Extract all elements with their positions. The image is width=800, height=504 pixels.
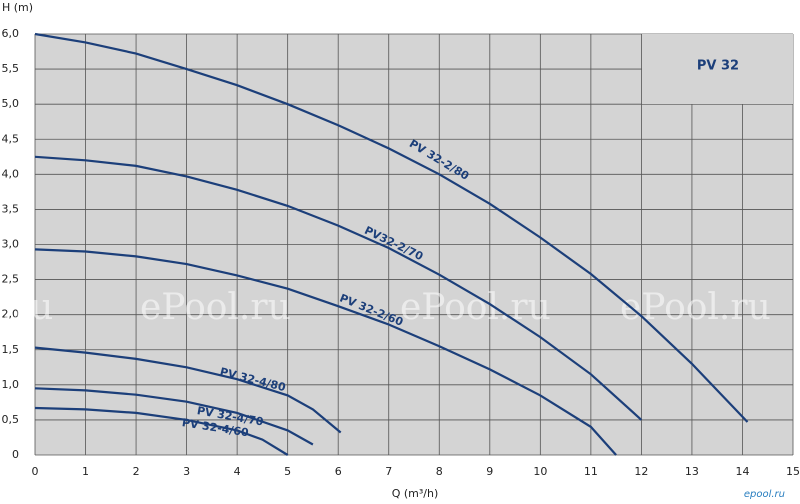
x-tick-label: 14 xyxy=(735,465,749,478)
grid xyxy=(34,33,794,456)
x-tick-label: 7 xyxy=(385,465,392,478)
curve xyxy=(34,155,643,421)
watermark: ePool.ru xyxy=(140,287,291,328)
x-tick-label: 4 xyxy=(234,465,241,478)
x-tick-label: 0 xyxy=(32,465,39,478)
y-tick-label: 3,5 xyxy=(2,202,20,215)
x-tick-label: 6 xyxy=(335,465,342,478)
y-tick-label: 4,0 xyxy=(2,167,20,180)
x-axis-label: Q (m³/h) xyxy=(392,487,439,500)
y-tick-label: 5,0 xyxy=(2,97,20,110)
watermark: l.ru xyxy=(0,287,53,328)
y-tick-label: 2,5 xyxy=(2,273,20,286)
curve xyxy=(34,387,314,446)
y-tick-label: 1,0 xyxy=(2,378,20,391)
y-tick-label: 5,5 xyxy=(2,62,20,75)
watermark: ePool.ru xyxy=(400,287,551,328)
x-tick-label: 11 xyxy=(584,465,598,478)
x-tick-label: 15 xyxy=(786,465,800,478)
y-axis-label: H (m) xyxy=(2,1,33,14)
logo: epool.ru xyxy=(744,489,785,500)
curve xyxy=(34,248,617,456)
title-box xyxy=(642,34,793,104)
y-tick-label: 0,5 xyxy=(2,413,20,426)
y-tick-label: 1,5 xyxy=(2,343,20,356)
x-tick-label: 1 xyxy=(82,465,89,478)
x-tick-label: 12 xyxy=(634,465,648,478)
y-tick-label: 3,0 xyxy=(2,238,20,251)
curve xyxy=(34,32,749,423)
x-tick-label: 13 xyxy=(685,465,699,478)
x-tick-label: 10 xyxy=(533,465,547,478)
curve xyxy=(34,346,342,434)
x-tick-label: 8 xyxy=(436,465,443,478)
x-tick-label: 2 xyxy=(133,465,140,478)
x-tick-label: 9 xyxy=(486,465,493,478)
watermark: ePool.ru xyxy=(620,287,771,328)
x-tick-label: 5 xyxy=(284,465,291,478)
y-tick-label: 6,0 xyxy=(2,27,20,40)
y-tick-label: 0 xyxy=(12,448,19,461)
curve xyxy=(34,406,289,456)
x-tick-label: 3 xyxy=(183,465,190,478)
y-tick-label: 2,0 xyxy=(2,308,20,321)
y-tick-label: 4,5 xyxy=(2,132,20,145)
chart-title: PV 32 xyxy=(697,59,739,74)
